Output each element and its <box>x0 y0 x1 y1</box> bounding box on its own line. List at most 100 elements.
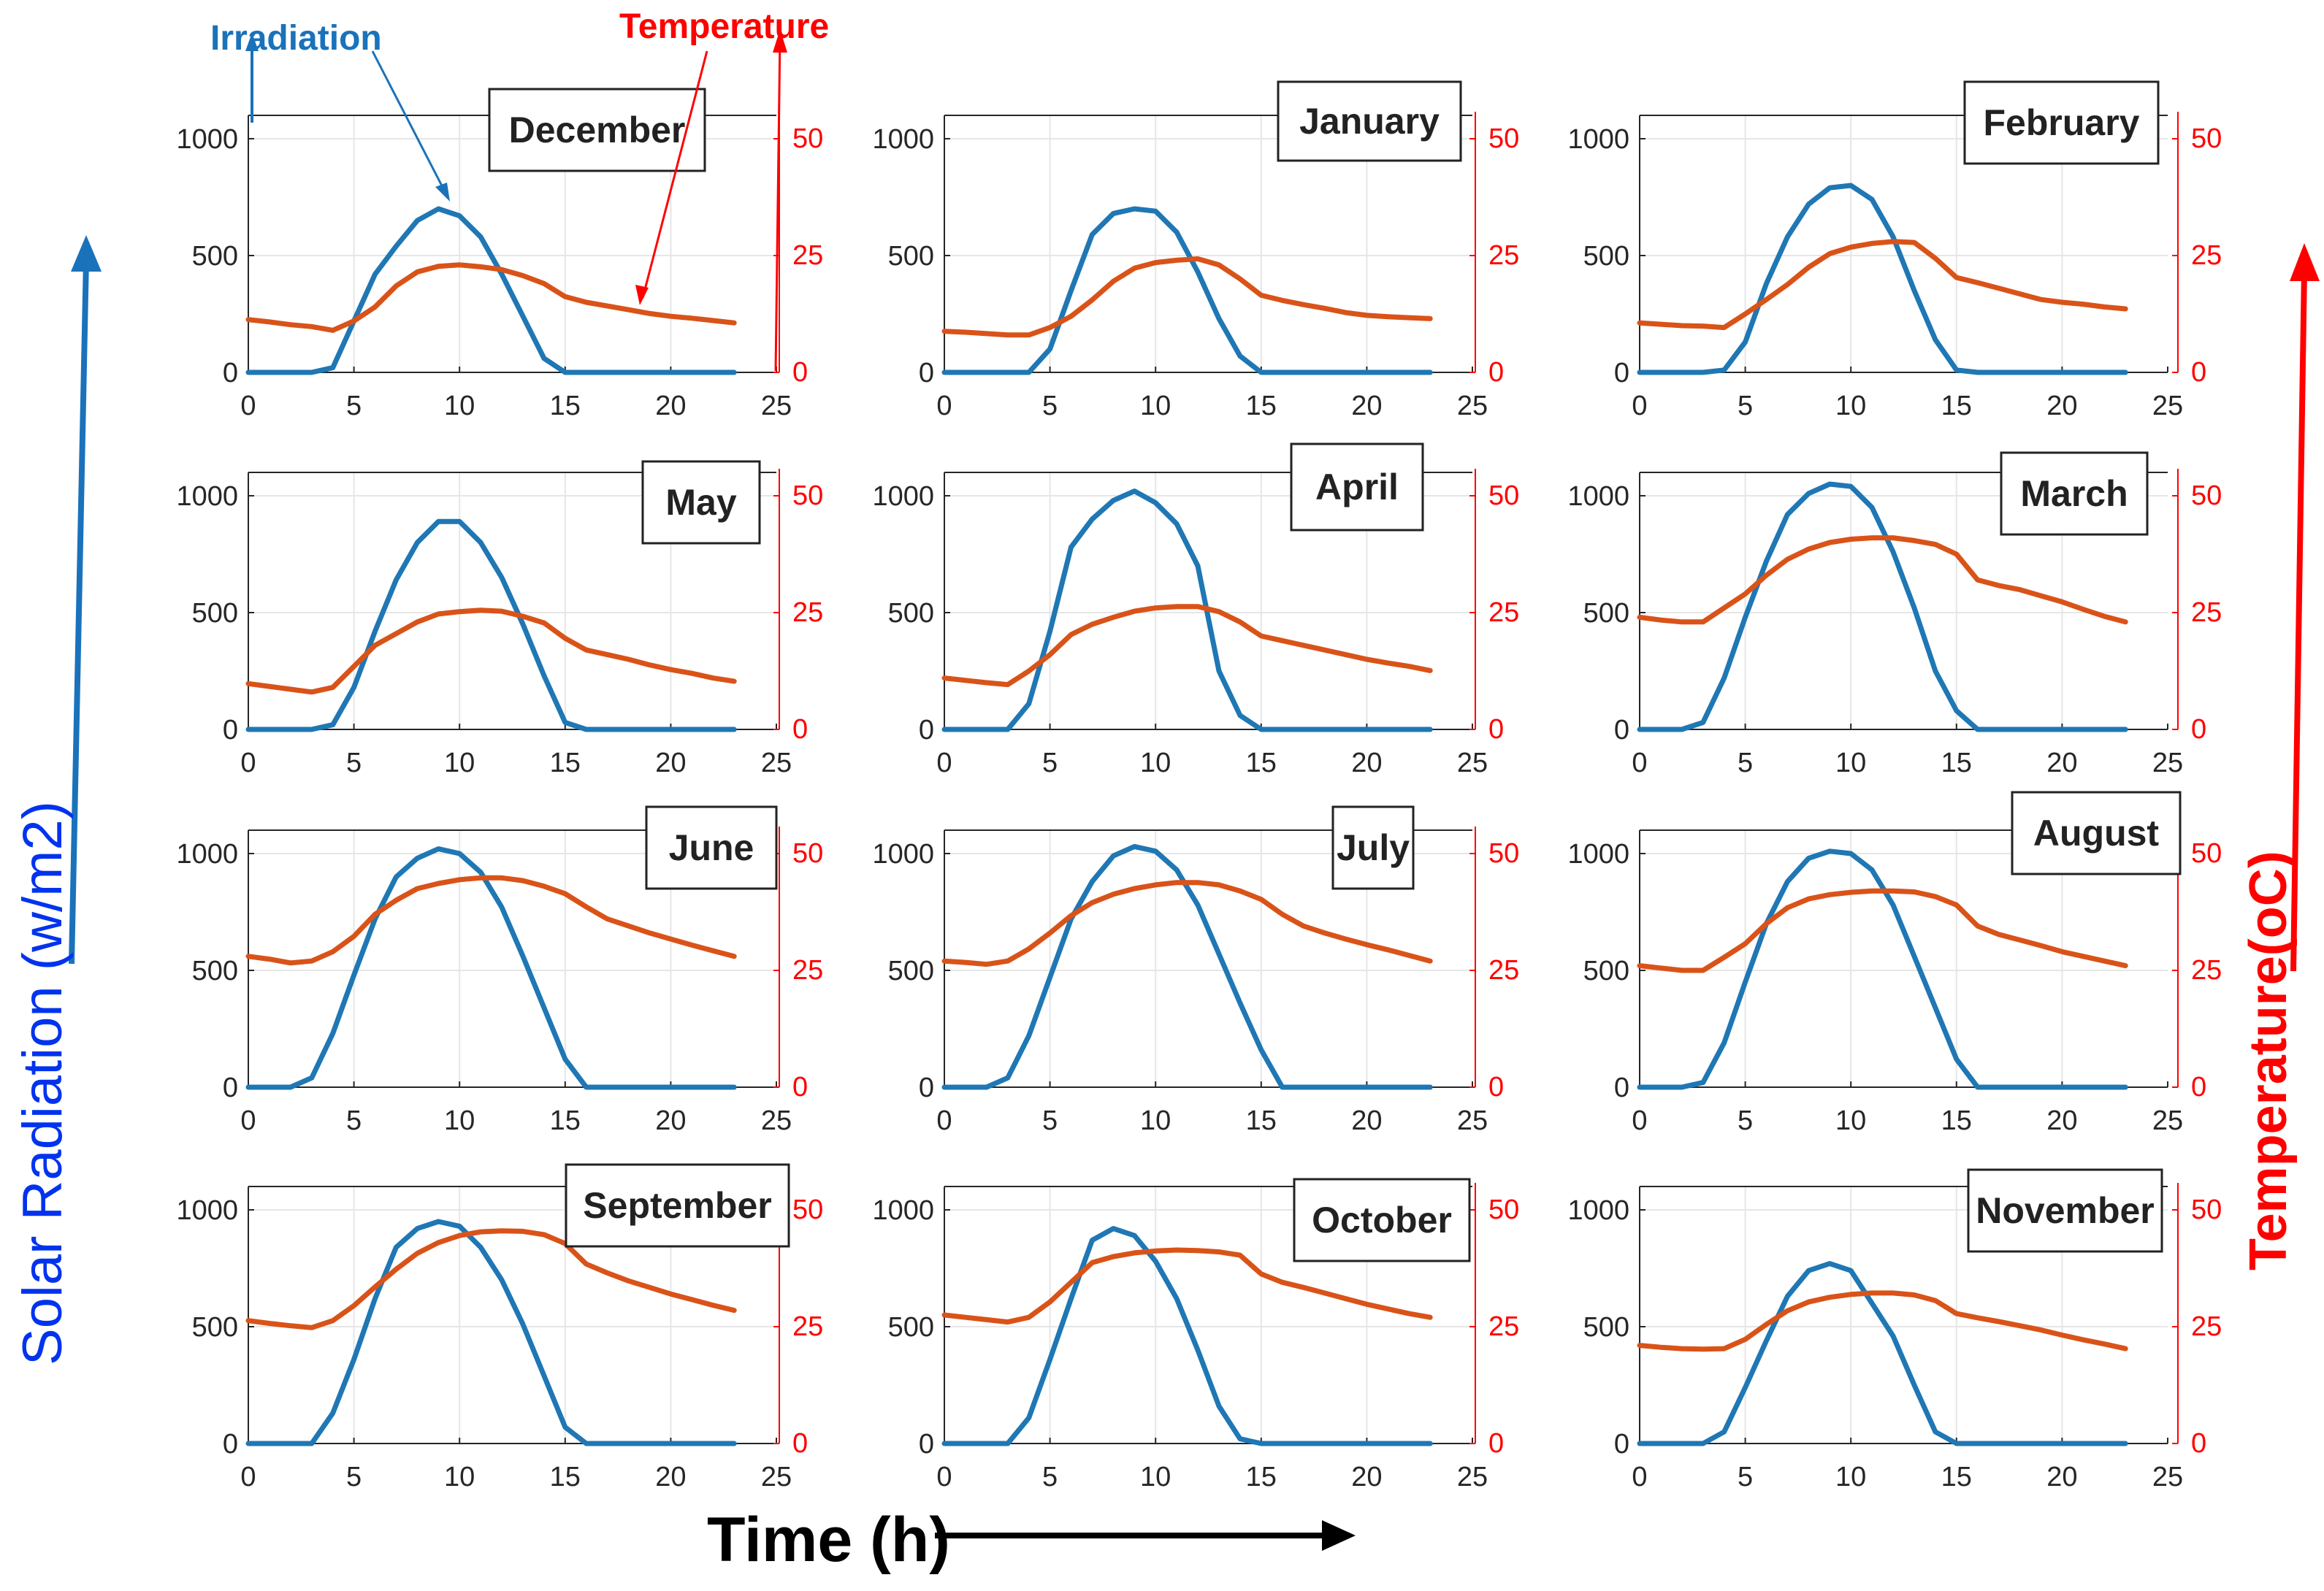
tick-label-left: 500 <box>888 598 934 629</box>
month-label-box <box>1293 1178 1471 1262</box>
tick-label-right: 50 <box>792 1195 823 1225</box>
subplot-march: 0 500 1000 0 5 10 15 20 25 0 25 50 March <box>1567 451 2222 778</box>
tick-label-bottom: 20 <box>2046 748 2077 778</box>
tick-label-left: 500 <box>192 1312 238 1343</box>
temperature-line-january <box>941 256 1433 338</box>
irradiation-line-february <box>1637 183 2128 375</box>
tick-label-bottom: 10 <box>1140 1105 1171 1136</box>
month-label: January <box>1299 101 1440 142</box>
tick-label-bottom: 15 <box>1941 748 1972 778</box>
irradiation-annotation-stem-head <box>245 33 259 51</box>
tick-label-right: 0 <box>1488 714 1504 745</box>
temperature-line-october <box>941 1247 1433 1325</box>
tick-label-bottom: 20 <box>2046 391 2077 421</box>
subplot-november: 0 500 1000 0 5 10 15 20 25 0 25 50 November <box>1567 1168 2222 1492</box>
tick-label-bottom: 25 <box>2152 748 2183 778</box>
month-label: October <box>1312 1200 1452 1241</box>
tick-label-left: 1000 <box>176 124 238 155</box>
month-label-box <box>1967 1168 2163 1253</box>
month-label: April <box>1315 467 1399 507</box>
tick-label-left: 0 <box>919 358 934 388</box>
tick-label-right: 50 <box>792 838 823 869</box>
tick-label-bottom: 5 <box>1738 748 1753 778</box>
month-label-box <box>641 460 761 545</box>
month-label: February <box>1984 102 2140 143</box>
tick-label-bottom: 25 <box>2152 391 2183 421</box>
temperature-line-september <box>245 1228 737 1330</box>
tick-label-right: 50 <box>2191 838 2222 869</box>
tick-label-bottom: 20 <box>2046 1462 2077 1492</box>
tick-label-right: 50 <box>2191 480 2222 511</box>
temperature-line-april <box>941 604 1433 688</box>
time-arrow-head <box>1322 1520 1356 1551</box>
tick-label-right: 0 <box>792 1428 808 1459</box>
tick-label-bottom: 25 <box>761 748 792 778</box>
tick-label-right: 25 <box>1488 240 1519 271</box>
tick-label-bottom: 5 <box>1738 1462 1753 1492</box>
irradiation-line-june <box>245 846 737 1090</box>
tick-label-bottom: 15 <box>1246 391 1277 421</box>
tick-label-left: 0 <box>1614 1429 1629 1460</box>
tick-label-bottom: 5 <box>1042 748 1058 778</box>
month-label: September <box>583 1185 771 1226</box>
tick-label-right: 50 <box>1488 1195 1519 1225</box>
tick-label-bottom: 15 <box>1941 1105 1972 1136</box>
tick-label-right: 25 <box>792 597 823 628</box>
irradiation-line-may <box>245 518 737 732</box>
subplot-february: 0 500 1000 0 5 10 15 20 25 0 25 50 February <box>1567 80 2222 421</box>
tick-label-bottom: 25 <box>2152 1462 2183 1492</box>
month-label: May <box>665 482 736 523</box>
temperature-annotation-stem <box>774 36 781 372</box>
tick-label-bottom: 10 <box>1140 391 1171 421</box>
tick-label-right: 50 <box>2191 1195 2222 1225</box>
tick-label-left: 1000 <box>872 481 934 512</box>
month-label: July <box>1337 827 1410 868</box>
tick-label-left: 0 <box>223 358 238 388</box>
tick-label-bottom: 5 <box>1042 1105 1058 1136</box>
irradiation-line-september <box>245 1219 737 1446</box>
tick-label-bottom: 10 <box>1140 1462 1171 1492</box>
tick-label-bottom: 25 <box>1457 748 1488 778</box>
tick-label-bottom: 0 <box>240 748 256 778</box>
tick-label-bottom: 0 <box>1632 1105 1647 1136</box>
tick-label-left: 0 <box>919 1073 934 1103</box>
tick-label-bottom: 10 <box>444 1105 475 1136</box>
irradiation-annotation: Irradiation <box>210 19 382 58</box>
tick-label-bottom: 5 <box>1738 391 1753 421</box>
tick-label-bottom: 10 <box>1835 748 1866 778</box>
month-label-box <box>565 1163 790 1248</box>
irradiation-pointer-head <box>435 183 450 202</box>
month-label: June <box>669 827 754 868</box>
tick-label-left: 500 <box>1583 956 1629 986</box>
temperature-line-november <box>1637 1290 2128 1352</box>
month-label-box <box>2000 451 2149 536</box>
tick-label-bottom: 20 <box>655 748 686 778</box>
irradiation-line-april <box>941 488 1433 732</box>
temperature-line-august <box>1637 888 2128 973</box>
tick-label-bottom: 15 <box>550 391 581 421</box>
tick-label-left: 0 <box>1614 1073 1629 1103</box>
tick-label-left: 1000 <box>872 1195 934 1226</box>
tick-label-right: 50 <box>1488 123 1519 154</box>
tick-label-bottom: 20 <box>655 391 686 421</box>
tick-label-left: 1000 <box>176 1195 238 1226</box>
tick-label-right: 25 <box>792 240 823 271</box>
tick-label-bottom: 0 <box>240 391 256 421</box>
tick-label-right: 0 <box>2191 1428 2206 1459</box>
tick-label-left: 0 <box>1614 358 1629 388</box>
month-label-box <box>1290 442 1424 532</box>
tick-label-right: 25 <box>1488 955 1519 986</box>
tick-label-left: 500 <box>1583 598 1629 629</box>
tick-label-right: 25 <box>1488 597 1519 628</box>
tick-label-bottom: 15 <box>1941 391 1972 421</box>
tick-label-bottom: 15 <box>550 748 581 778</box>
month-label-box <box>1277 80 1462 162</box>
tick-label-bottom: 0 <box>936 748 952 778</box>
irradiation-line-december <box>245 206 737 375</box>
month-label-box <box>1331 805 1415 890</box>
tick-label-left: 0 <box>1614 715 1629 745</box>
